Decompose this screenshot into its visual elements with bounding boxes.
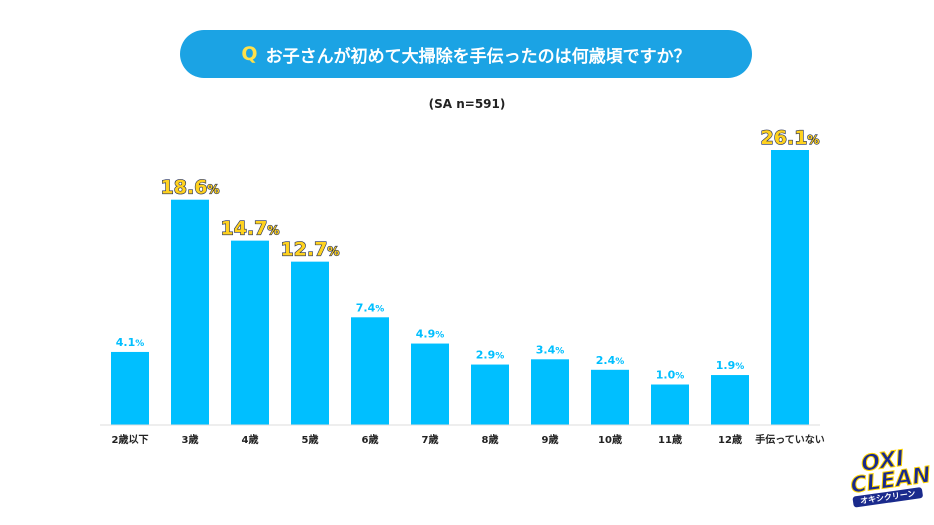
bar xyxy=(771,150,809,425)
bar xyxy=(531,359,569,425)
data-label: 1.9% xyxy=(716,359,745,372)
bar xyxy=(231,240,269,425)
category-label: 4歳 xyxy=(242,433,259,446)
data-label: 2.9% xyxy=(476,349,505,362)
data-label: 3.4% xyxy=(536,343,565,356)
data-label: 14.7% xyxy=(221,218,280,240)
data-label: 1.0% xyxy=(656,369,685,382)
category-label: 手伝っていない xyxy=(755,433,825,446)
category-label: 2歳以下 xyxy=(112,433,149,446)
category-label: 11歳 xyxy=(658,433,682,446)
data-label: 2.4% xyxy=(596,354,625,367)
bar xyxy=(651,384,689,425)
bar xyxy=(411,343,449,425)
category-label: 8歳 xyxy=(482,433,499,446)
bar xyxy=(471,364,509,425)
data-label: 4.1% xyxy=(116,336,145,349)
category-label: 7歳 xyxy=(422,433,439,446)
category-label: 12歳 xyxy=(718,433,742,446)
category-label: 10歳 xyxy=(598,433,622,446)
data-label: 12.7% xyxy=(281,239,340,261)
bar xyxy=(351,317,389,425)
question-mark-label: Q xyxy=(241,43,258,65)
sample-size: (SA n=591) xyxy=(428,97,506,111)
bar xyxy=(111,351,149,425)
bar xyxy=(711,375,749,425)
category-label: 3歳 xyxy=(182,433,199,446)
category-label: 6歳 xyxy=(362,433,379,446)
title-text: お子さんが初めて大掃除を手伝ったのは何歳頃ですか？ xyxy=(265,46,691,67)
chart-title: Q お子さんが初めて大掃除を手伝ったのは何歳頃ですか？ xyxy=(180,30,752,78)
category-label: 9歳 xyxy=(542,433,559,446)
category-label: 5歳 xyxy=(302,433,319,446)
data-label: 7.4% xyxy=(356,301,385,314)
bar xyxy=(591,369,629,425)
bar xyxy=(291,261,329,425)
bar xyxy=(171,199,209,425)
oxiclean-logo: OXI CLEAN オキシクリーン xyxy=(849,446,933,508)
data-label: 18.6% xyxy=(161,177,220,199)
data-label: 26.1% xyxy=(761,127,820,149)
data-label: 4.9% xyxy=(416,328,445,341)
